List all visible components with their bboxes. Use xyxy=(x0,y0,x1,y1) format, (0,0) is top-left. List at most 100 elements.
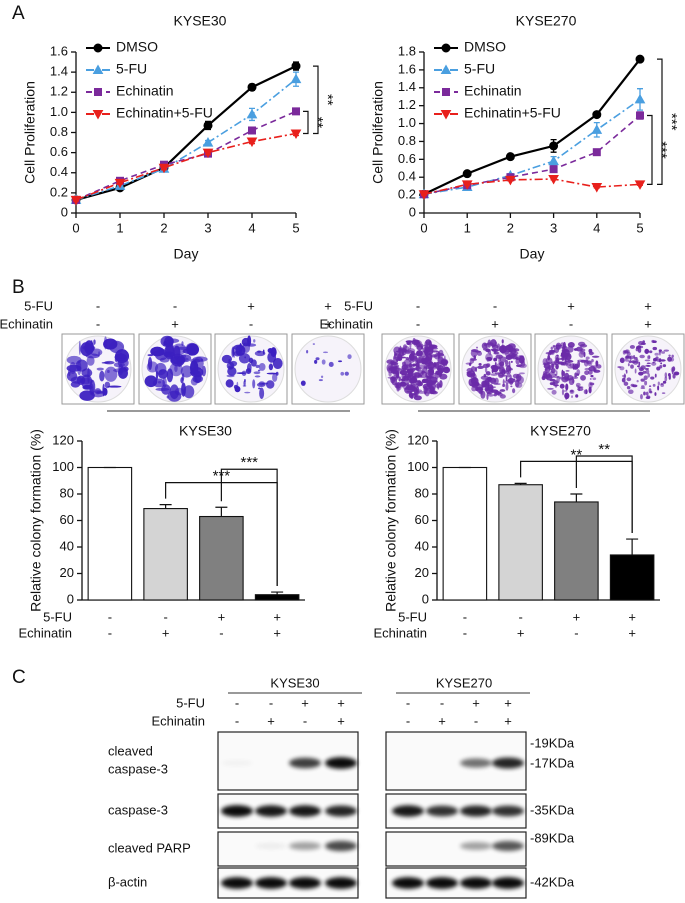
bar xyxy=(442,466,488,601)
significance-bracket xyxy=(575,455,633,534)
colony xyxy=(504,349,510,357)
significance-label: *** xyxy=(240,454,258,471)
colony xyxy=(421,358,429,363)
x-tick-label: 5 xyxy=(292,220,299,235)
colony xyxy=(259,387,265,400)
colony xyxy=(99,370,105,382)
y-tick-label: 1.4 xyxy=(398,79,416,94)
colony xyxy=(181,372,185,382)
colony xyxy=(660,359,666,362)
colony xyxy=(475,386,479,392)
colony xyxy=(555,363,559,370)
y-tick-label: 80 xyxy=(415,485,429,500)
condition-mark: + xyxy=(573,609,581,624)
colony xyxy=(253,371,261,375)
colony xyxy=(551,389,557,395)
colony xyxy=(619,357,625,364)
y-tick-label: 1.0 xyxy=(50,104,68,119)
condition-mark: - xyxy=(416,316,420,331)
colony xyxy=(498,356,501,365)
colony xyxy=(654,352,659,356)
colony xyxy=(576,369,581,376)
colony xyxy=(514,356,521,360)
colony xyxy=(103,338,118,350)
colony xyxy=(639,354,645,359)
marker xyxy=(291,61,301,71)
colony xyxy=(468,362,472,366)
condition-mark: - xyxy=(518,609,522,624)
colony xyxy=(93,339,96,345)
marker xyxy=(461,180,473,190)
colony xyxy=(584,370,590,376)
legend-label: Echinatin+5-FU xyxy=(116,105,213,121)
condition-mark: + xyxy=(438,713,446,728)
condition-mark: + xyxy=(504,713,512,728)
colony xyxy=(574,372,578,378)
colony xyxy=(238,353,251,364)
error-bar xyxy=(271,591,284,595)
colony xyxy=(408,392,413,398)
colony xyxy=(485,371,491,376)
y-tick-label: 40 xyxy=(60,538,74,553)
colony xyxy=(583,359,589,367)
colony xyxy=(486,391,492,395)
colony xyxy=(469,357,475,364)
colony xyxy=(81,368,93,378)
colony xyxy=(484,343,487,347)
colony xyxy=(90,348,103,357)
colony xyxy=(561,349,569,353)
legend-label: 5-FU xyxy=(464,61,495,77)
colony xyxy=(653,357,658,362)
blot-band xyxy=(221,805,253,817)
colony xyxy=(396,350,399,353)
colony xyxy=(658,358,662,362)
colony xyxy=(638,371,644,376)
colony xyxy=(422,383,431,390)
marker xyxy=(94,88,102,96)
significance-bracket xyxy=(313,65,319,135)
colony xyxy=(479,388,484,391)
colony xyxy=(659,353,661,356)
significance-label: *** xyxy=(653,141,670,159)
y-tick-label: 100 xyxy=(52,459,74,474)
colony xyxy=(623,381,629,386)
condition-mark: - xyxy=(96,298,100,313)
colony xyxy=(589,351,594,356)
colony xyxy=(398,353,405,357)
series-line xyxy=(423,114,641,196)
colony xyxy=(182,348,198,355)
error-bar xyxy=(159,504,172,509)
colony xyxy=(272,357,283,370)
colony xyxy=(494,362,497,367)
colony xyxy=(629,356,632,362)
x-tick-label: 3 xyxy=(550,220,557,235)
condition-mark: - xyxy=(303,713,307,728)
colony xyxy=(475,366,478,372)
condition-mark: + xyxy=(162,625,170,640)
colony xyxy=(512,378,516,381)
colony xyxy=(553,384,560,387)
condition-mark: - xyxy=(493,298,497,313)
row-label: caspase-3 xyxy=(108,802,168,817)
colony xyxy=(644,368,650,370)
colony xyxy=(654,373,657,378)
colony xyxy=(583,389,588,395)
colony xyxy=(405,356,410,361)
colony xyxy=(584,367,590,371)
colony xyxy=(96,367,104,371)
marker xyxy=(592,148,601,157)
blot-band xyxy=(325,805,357,817)
y-tick-label: 1.6 xyxy=(50,43,68,58)
condition-mark: + xyxy=(324,316,332,331)
size-label: -89KDa xyxy=(530,830,575,845)
blot-band xyxy=(426,877,458,889)
marker xyxy=(70,195,82,206)
x-tick-label: 4 xyxy=(593,220,600,235)
colony xyxy=(505,375,508,382)
colony xyxy=(78,340,81,355)
colony xyxy=(549,378,556,382)
colony xyxy=(671,354,674,358)
series-line xyxy=(423,58,641,196)
colony xyxy=(559,383,565,389)
colony xyxy=(644,359,651,362)
